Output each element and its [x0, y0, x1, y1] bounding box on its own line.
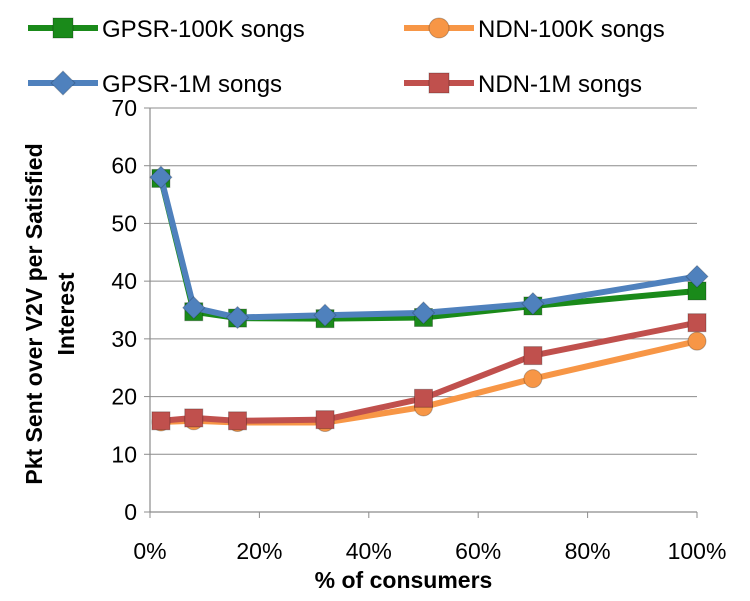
y-tick-label: 30 [111, 326, 137, 352]
x-tick-label: 60% [455, 538, 501, 564]
axes [144, 107, 698, 518]
data-point [521, 291, 545, 316]
x-tick-label: 100% [668, 538, 727, 564]
y-tick-label: 10 [111, 441, 137, 467]
legend-marker [52, 17, 74, 39]
data-point [411, 301, 436, 325]
x-axis-title: % of consumers [315, 567, 493, 593]
series-gpsr-1m-songs [149, 165, 709, 330]
x-tick-label: 40% [346, 538, 392, 564]
data-point [313, 303, 337, 327]
data-point [182, 295, 206, 320]
y-tick-labels: 0 10 20 30 40 50 60 70 [111, 95, 137, 525]
x-tick-labels: 0% 20% 40% 60% 80% 100% [133, 538, 726, 564]
data-point [687, 313, 707, 333]
legend-entry: NDN-100K songs [404, 16, 665, 43]
legend-marker [50, 70, 76, 96]
y-tick-label: 50 [111, 210, 137, 236]
data-point [151, 411, 171, 431]
x-tick-label: 20% [236, 538, 282, 564]
data-point [315, 410, 335, 430]
legend-label: GPSR-100K songs [102, 16, 305, 43]
legend-label: NDN-100K songs [478, 16, 665, 43]
y-tick-label: 0 [124, 499, 137, 525]
legend: GPSR-100K songs GPSR-1M songs NDN-100K son… [28, 16, 665, 98]
legend-entry: GPSR-100K songs [28, 16, 305, 43]
data-point [225, 305, 250, 330]
legend-entry: GPSR-1M songs [28, 70, 282, 98]
legend-label: GPSR-1M songs [102, 71, 282, 98]
legend-marker [428, 17, 450, 39]
y-tick-label: 60 [111, 153, 137, 179]
legend-label: NDN-1M songs [478, 71, 642, 98]
legend-entry: NDN-1M songs [404, 71, 642, 98]
data-point [523, 369, 543, 389]
y-axis-title-line-2: Interest [53, 272, 79, 355]
series-group [149, 165, 709, 433]
data-point [184, 408, 204, 428]
data-point [149, 165, 173, 189]
data-point [685, 264, 709, 289]
data-point [228, 411, 248, 431]
series-ndn-1m-songs [151, 313, 707, 431]
y-tick-label: 70 [111, 95, 137, 121]
y-tick-label: 40 [111, 268, 137, 294]
x-tick-label: 80% [565, 538, 611, 564]
data-point [414, 388, 433, 408]
x-tick-label: 0% [133, 538, 166, 564]
legend-marker [428, 72, 450, 94]
data-point [687, 331, 707, 351]
y-tick-label: 20 [111, 384, 137, 410]
data-point [523, 346, 543, 366]
series-line [158, 177, 698, 322]
y-axis-title-line-1: Pkt Sent over V2V per Satisfied [21, 143, 47, 484]
series-gpsr-100k-songs [151, 168, 707, 329]
